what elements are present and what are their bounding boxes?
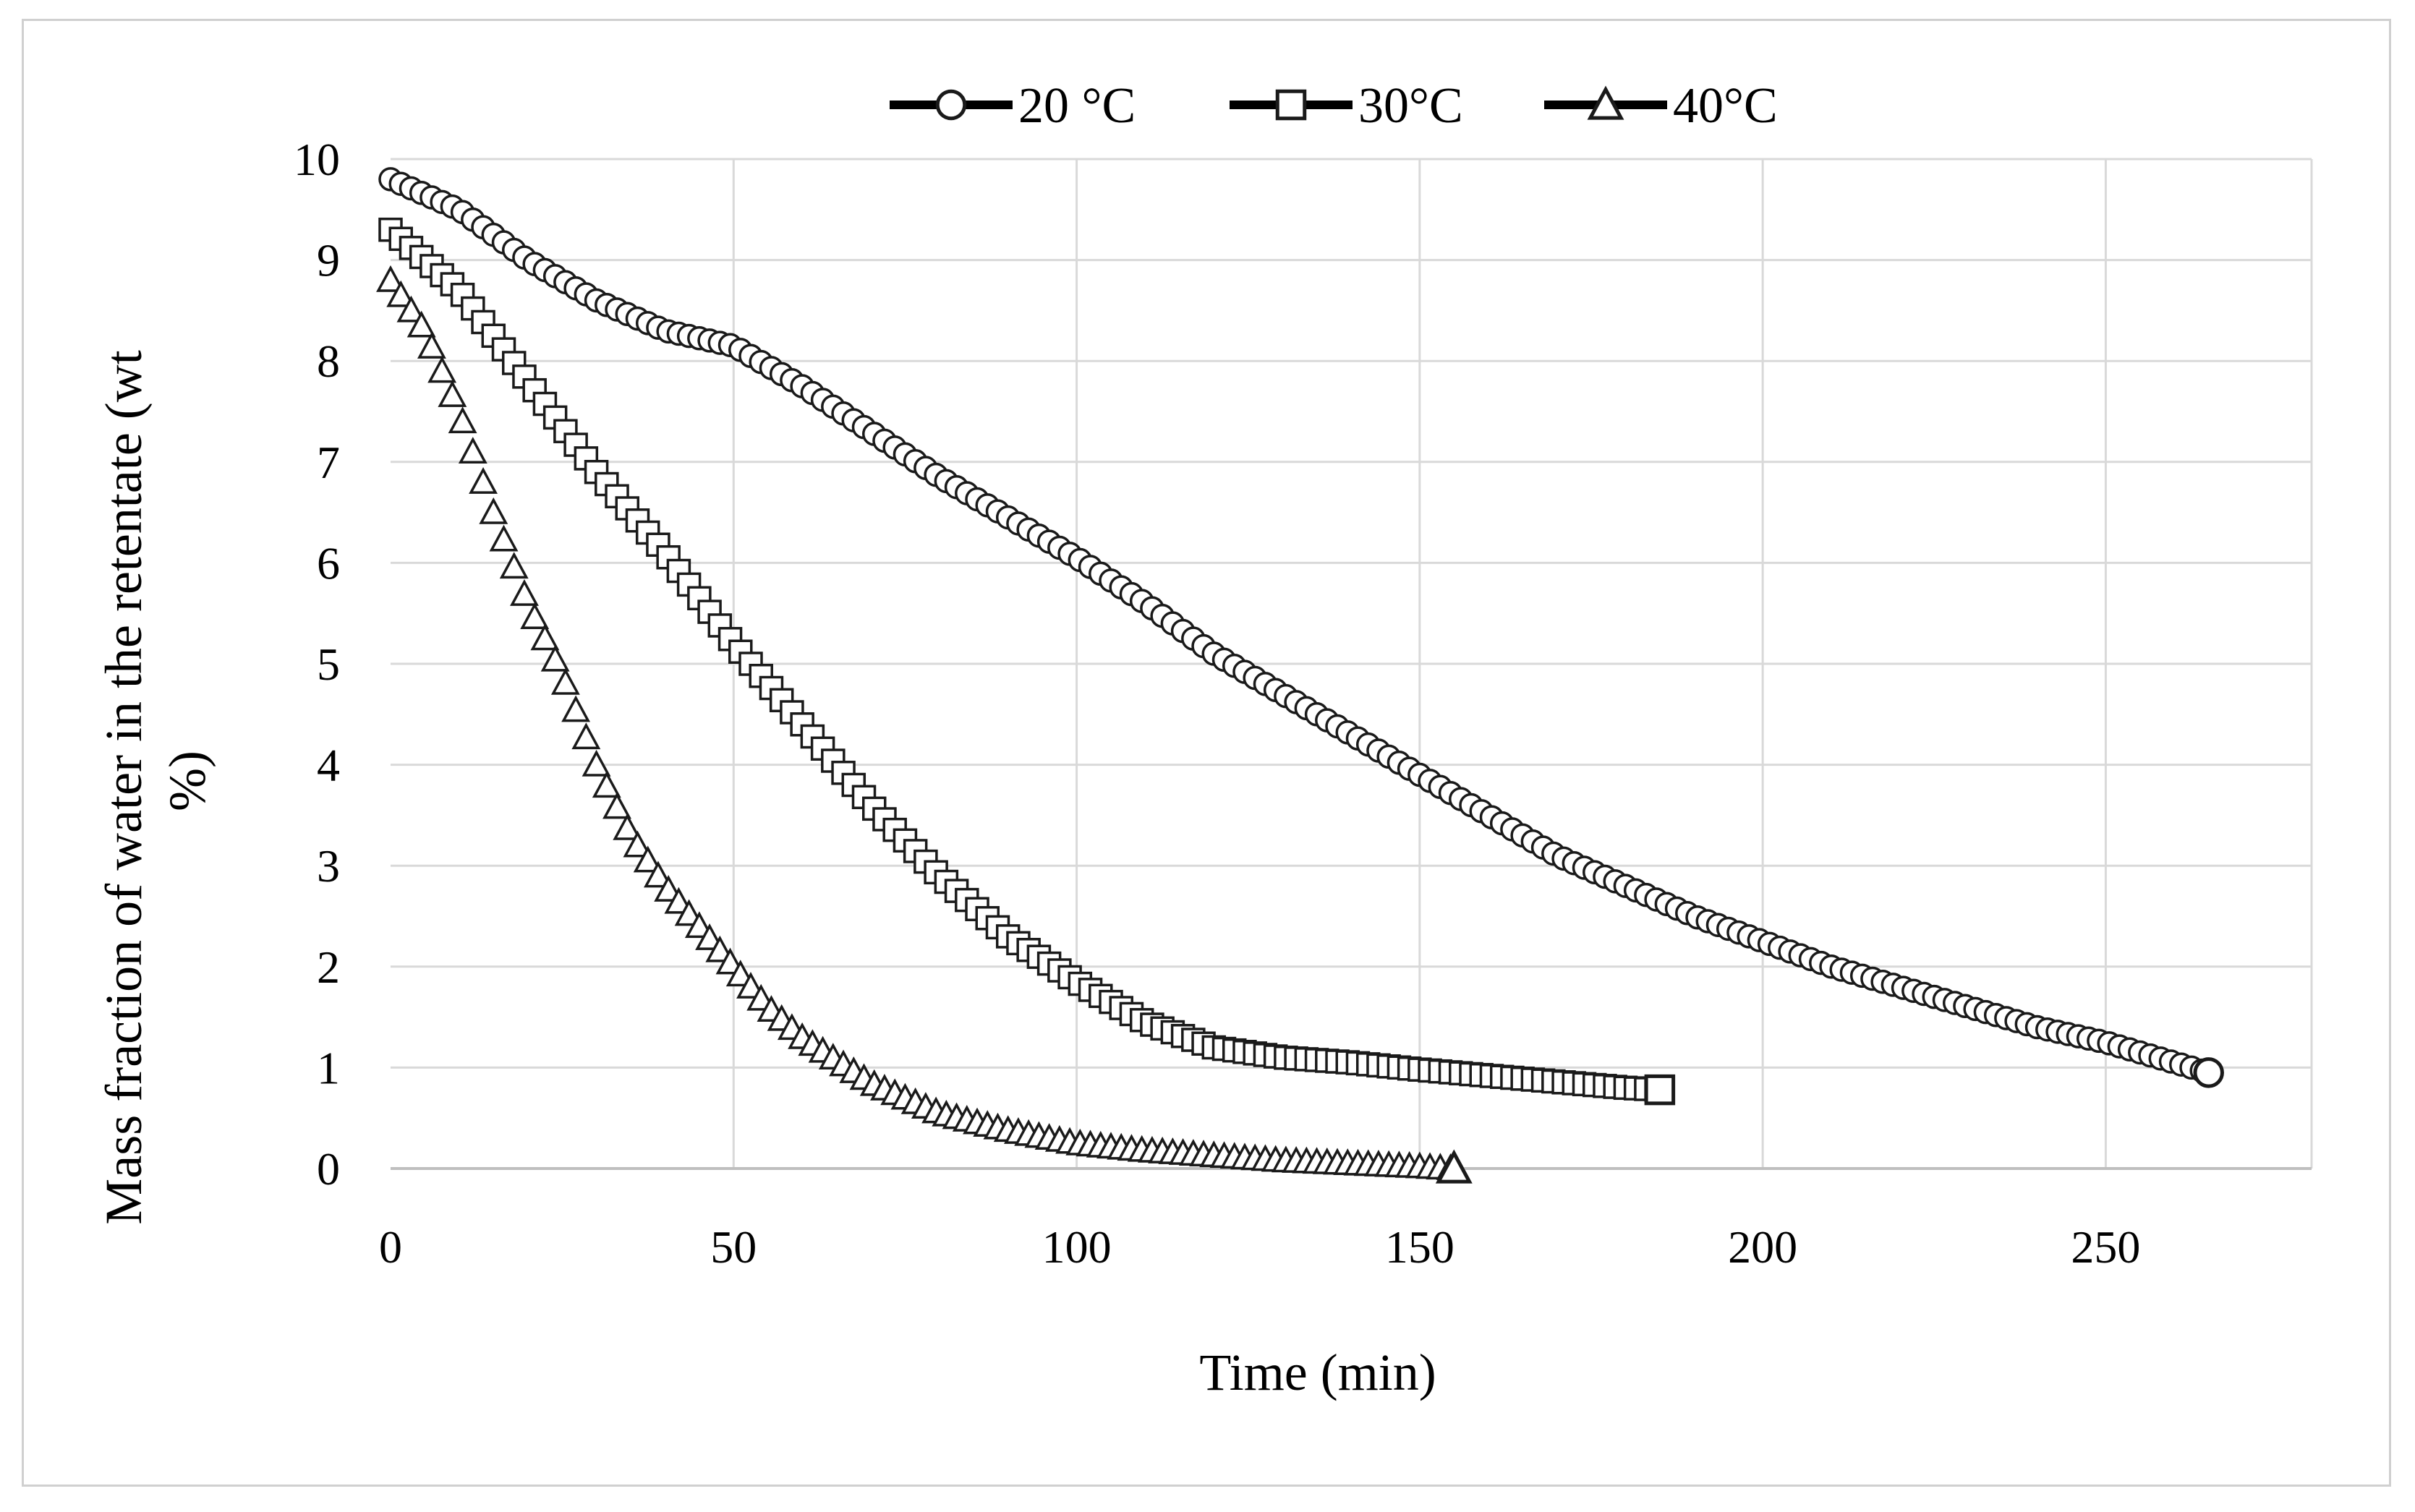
y-tick-label: 7 — [317, 437, 340, 488]
data-point — [736, 972, 765, 999]
data-point — [664, 887, 694, 914]
data-point — [469, 467, 498, 494]
data-point — [613, 813, 642, 840]
grid-layer — [391, 158, 2313, 1169]
data-point — [530, 623, 560, 651]
y-tick-label: 9 — [317, 235, 340, 286]
data-point — [376, 265, 405, 292]
data-point — [654, 875, 683, 902]
data-point-end — [2193, 1057, 2224, 1088]
data-point — [438, 380, 467, 407]
x-tick-label: 200 — [1728, 1221, 1797, 1273]
x-tick-label: 0 — [379, 1221, 402, 1273]
legend-label: 40°C — [1673, 78, 1778, 134]
y-tick-label: 5 — [317, 638, 340, 690]
data-point — [396, 295, 426, 323]
series-circle — [378, 167, 2224, 1088]
data-point — [571, 722, 601, 750]
series-triangle — [376, 265, 1473, 1184]
legend-marker — [1587, 85, 1624, 120]
data-point — [715, 947, 745, 975]
x-tick-label: 50 — [710, 1221, 757, 1273]
y-axis-title: Mass fraction of water in the retentate … — [95, 337, 216, 1225]
data-point — [386, 280, 416, 307]
data-point — [705, 935, 735, 962]
data-point — [427, 356, 457, 383]
data-point — [510, 578, 539, 606]
data-point — [406, 310, 436, 338]
y-tick-label: 8 — [317, 336, 340, 387]
y-tick-label: 4 — [317, 740, 340, 791]
data-point — [550, 667, 580, 695]
y-tick-label: 0 — [317, 1143, 340, 1195]
data-point — [633, 845, 663, 873]
data-point — [623, 830, 652, 858]
legend-label: 20 °C — [1018, 78, 1136, 134]
y-tick-label: 10 — [294, 134, 340, 185]
data-point — [479, 497, 508, 524]
data-point — [499, 552, 529, 579]
legend-layer: 20 °C 30°C 40°C — [890, 78, 1778, 134]
y-tick-label: 1 — [317, 1042, 340, 1093]
x-tick-label: 150 — [1385, 1221, 1454, 1273]
legend-marker — [1275, 89, 1307, 121]
data-point — [684, 911, 714, 939]
data-point — [592, 771, 621, 798]
data-point — [695, 923, 725, 950]
data-point — [540, 644, 570, 672]
data-point — [520, 602, 550, 629]
legend-marker — [935, 89, 967, 121]
data-point-end — [1644, 1074, 1676, 1106]
x-axis-title: Time (min) — [1199, 1344, 1436, 1401]
data-point — [561, 695, 591, 722]
data-point — [674, 899, 704, 926]
x-tick-label: 100 — [1042, 1221, 1112, 1273]
legend-label: 30°C — [1358, 78, 1463, 134]
y-axis-title-line-1: Mass fraction of water in the retentate … — [95, 350, 153, 1225]
data-point — [602, 792, 631, 819]
y-tick-label: 6 — [317, 537, 340, 589]
data-point — [448, 406, 477, 434]
series-layer — [376, 167, 2224, 1184]
x-tick-label: 250 — [2071, 1221, 2140, 1273]
y-tick-label: 2 — [317, 941, 340, 993]
data-point — [489, 524, 519, 552]
series-square — [378, 217, 1676, 1106]
y-tick-label: 3 — [317, 840, 340, 892]
data-point — [417, 331, 446, 359]
data-point — [725, 960, 755, 987]
data-point — [458, 437, 487, 464]
y-axis-title-line-2: %) — [158, 751, 216, 811]
data-point-end — [1435, 1149, 1473, 1184]
data-point — [644, 860, 673, 888]
data-point — [582, 749, 611, 777]
